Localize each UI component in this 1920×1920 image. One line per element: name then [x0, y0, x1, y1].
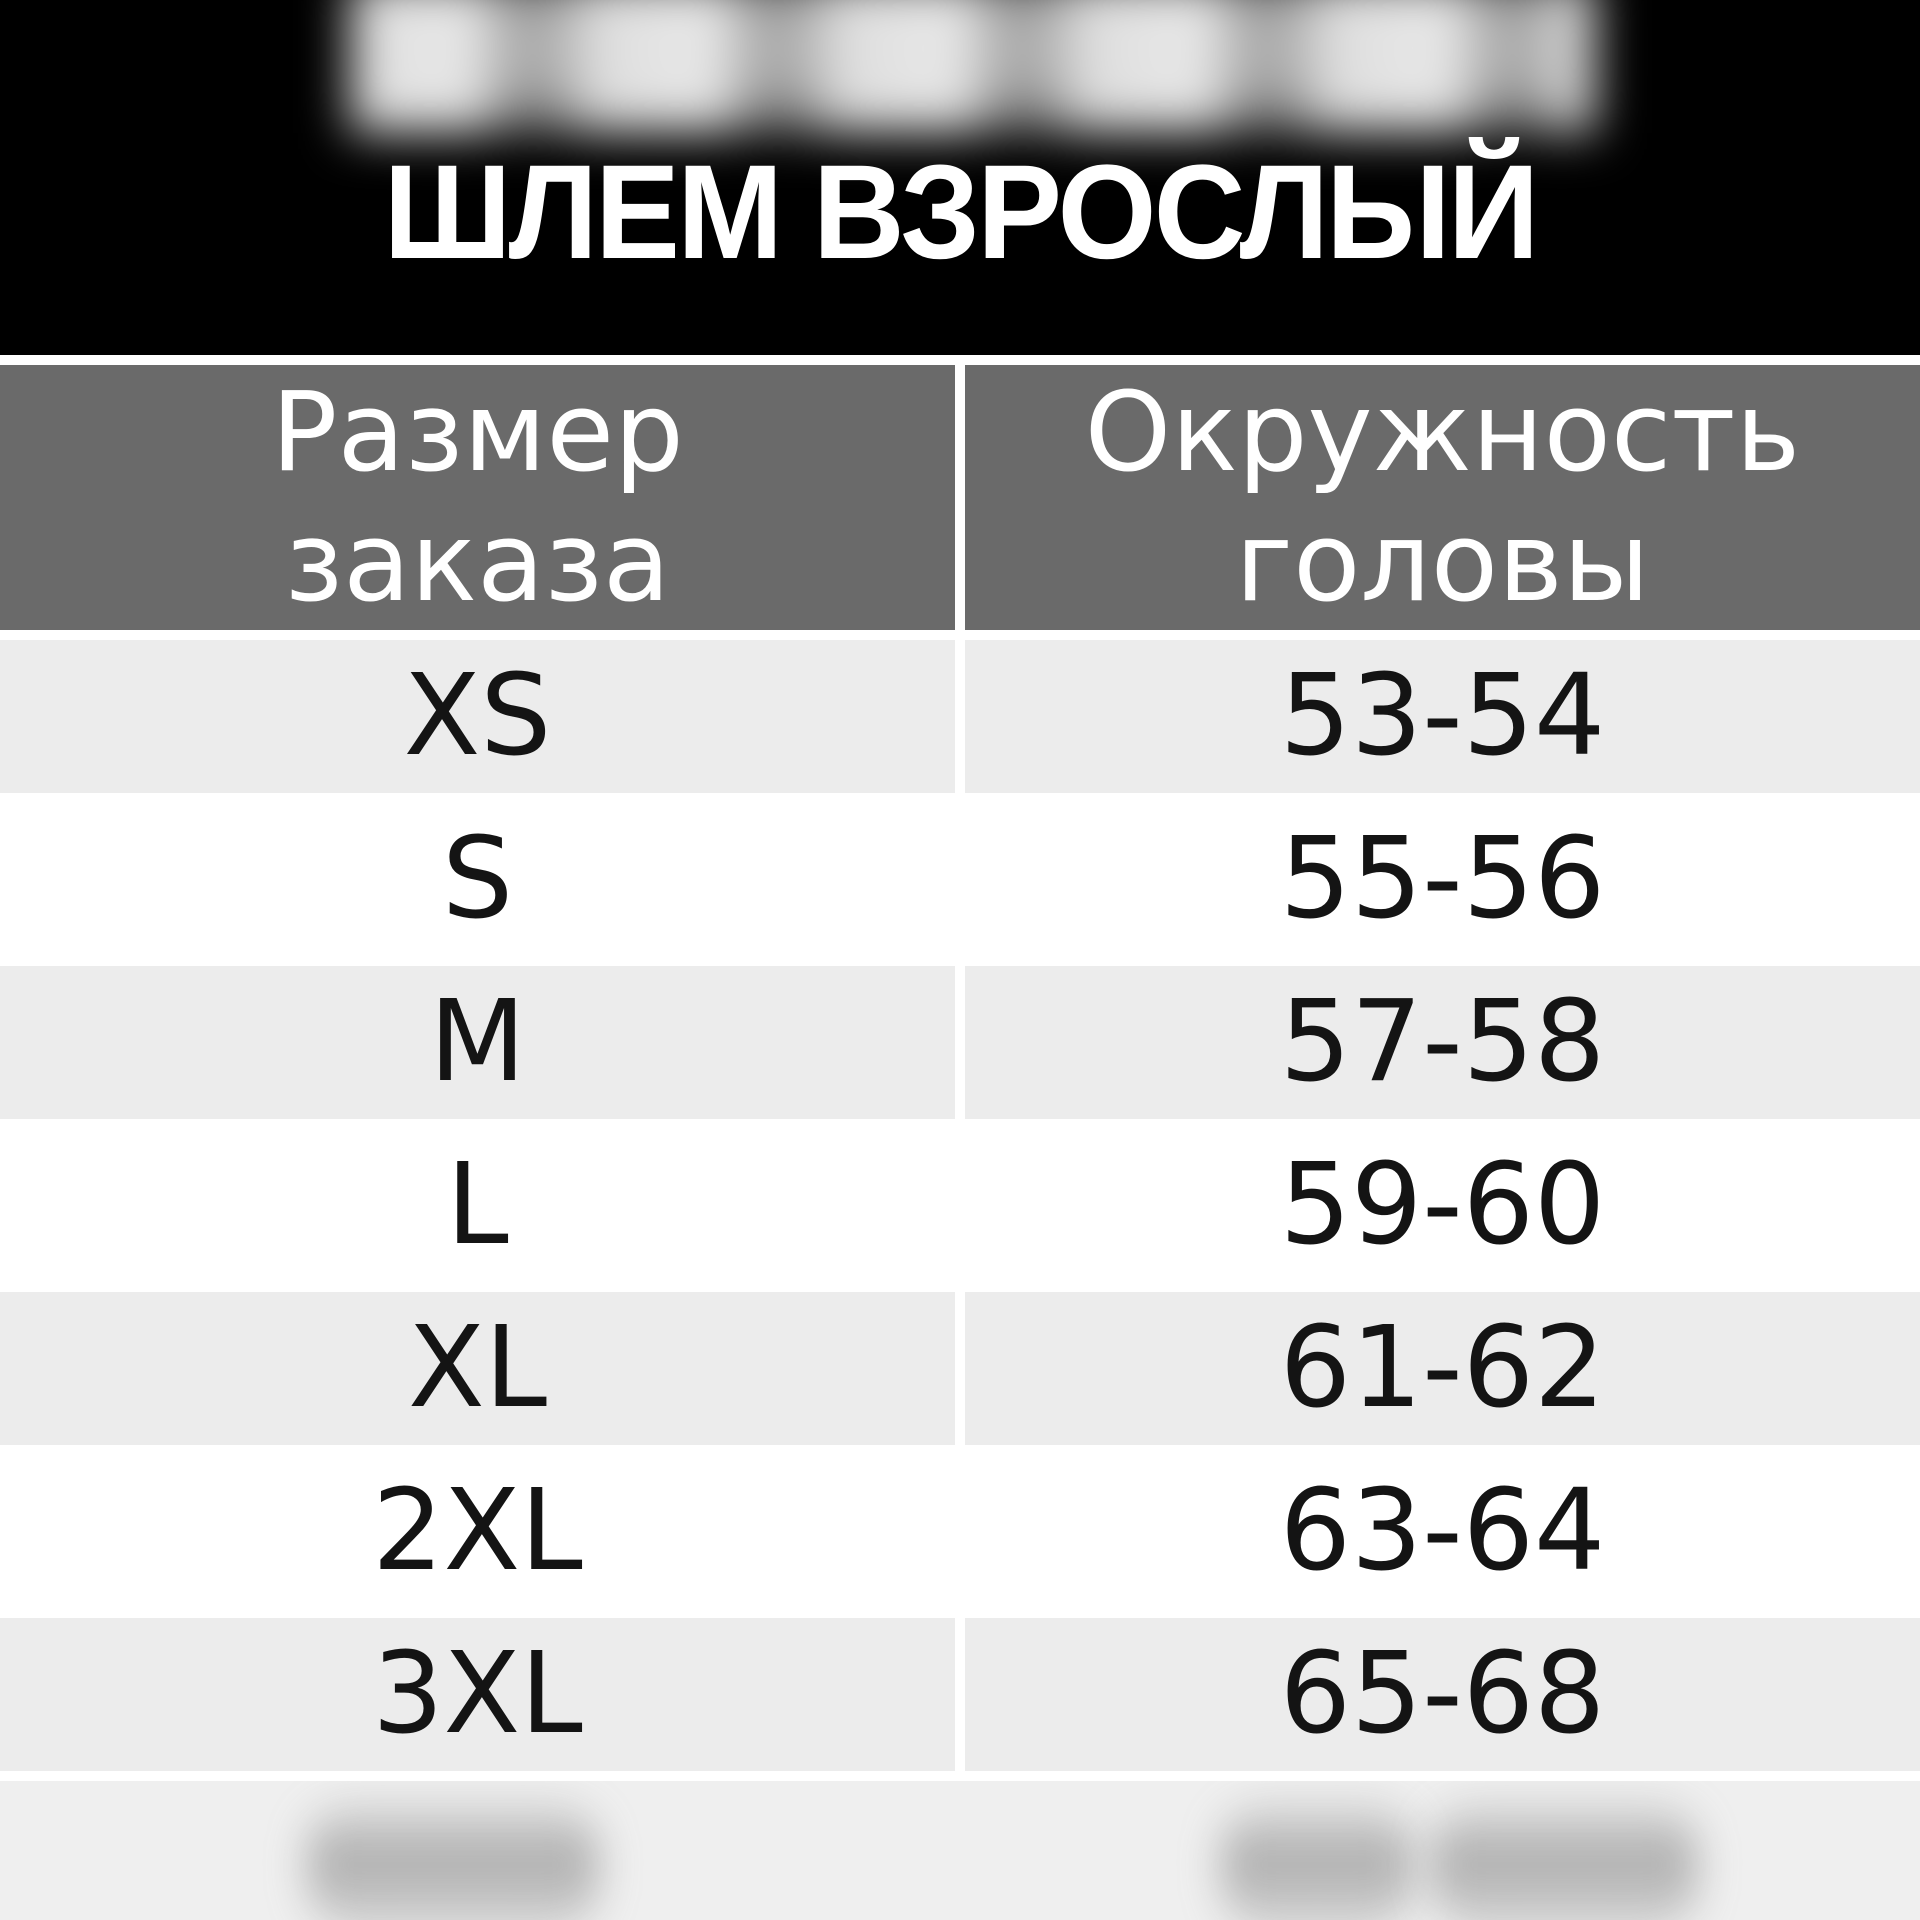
- size-cell: L: [0, 1129, 955, 1282]
- table-header-row: Размер заказа Окружность головы: [0, 365, 1920, 630]
- circumference-cell: 65-68: [965, 1618, 1920, 1771]
- table-row-2xl: 2XL 63-64: [0, 1455, 1920, 1608]
- circumference-cell: 55-56: [965, 803, 1920, 956]
- size-cell: XL: [0, 1292, 955, 1445]
- circumference-cell: 63-64: [965, 1455, 1920, 1608]
- column-header-size-label: Размер заказа: [271, 367, 684, 626]
- column-header-circumference-label: Окружность головы: [1084, 367, 1801, 626]
- title-banner: ШЛЕМ ВЗРОСЛЫЙ: [0, 0, 1920, 355]
- size-cell: 3XL: [0, 1618, 955, 1771]
- table-row-xs: XS 53-54: [0, 640, 1920, 793]
- column-header-size: Размер заказа: [0, 365, 955, 630]
- table-row-s: S 55-56: [0, 803, 1920, 956]
- blurred-text-region-bottom-right-2: [1432, 1799, 1697, 1920]
- table-row-m: M 57-58: [0, 966, 1920, 1119]
- size-table: Размер заказа Окружность головы XS 53-54…: [0, 355, 1920, 1781]
- size-cell: XS: [0, 640, 955, 793]
- page-title: ШЛЕМ ВЗРОСЛЫЙ: [383, 138, 1540, 287]
- circumference-cell: 53-54: [965, 640, 1920, 793]
- circumference-cell: 61-62: [965, 1292, 1920, 1445]
- column-header-circumference: Окружность головы: [965, 365, 1920, 630]
- bottom-region: [0, 1781, 1920, 1920]
- size-cell: S: [0, 803, 955, 956]
- size-cell: M: [0, 966, 955, 1119]
- size-cell: 2XL: [0, 1455, 955, 1608]
- blurred-text-region-bottom-right-1: [1222, 1799, 1412, 1920]
- blurred-text-region-top: [350, 0, 1595, 133]
- blurred-text-region-bottom-left: [308, 1799, 598, 1920]
- circumference-cell: 59-60: [965, 1129, 1920, 1282]
- table-row-3xl: 3XL 65-68: [0, 1618, 1920, 1771]
- table-row-l: L 59-60: [0, 1129, 1920, 1282]
- table-row-xl: XL 61-62: [0, 1292, 1920, 1445]
- circumference-cell: 57-58: [965, 966, 1920, 1119]
